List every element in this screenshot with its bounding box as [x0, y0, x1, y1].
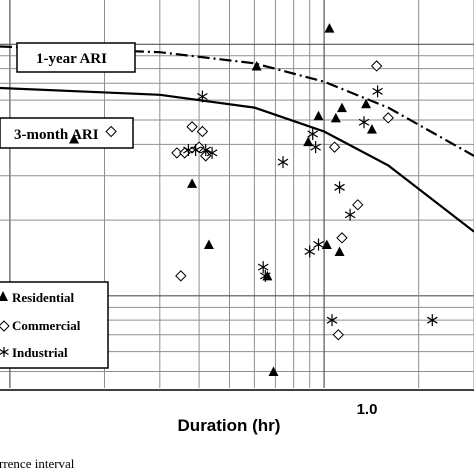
residential-point	[187, 178, 198, 188]
residential-point	[366, 124, 377, 134]
residential-point	[69, 134, 80, 144]
legend: Residential Commercial Industrial	[0, 281, 109, 369]
legend-label-residential: Residential	[12, 290, 75, 305]
residential-point	[303, 136, 314, 147]
curve-label-1yr: 1-year ARI	[36, 51, 107, 67]
industrial-point	[358, 116, 370, 129]
legend-label-industrial: Industrial	[12, 345, 68, 360]
legend-box	[0, 281, 109, 369]
caption: rrence interval	[0, 456, 75, 471]
industrial-point	[307, 127, 319, 140]
industrial-point	[200, 143, 212, 156]
commercial-point	[336, 232, 348, 244]
legend-asterisk-marker	[0, 347, 9, 357]
x-tick-label-1: 1.0	[357, 401, 378, 418]
residential-point	[336, 102, 347, 113]
industrial-point	[426, 314, 438, 327]
industrial-point	[257, 261, 269, 274]
commercial-point	[171, 147, 183, 159]
curve-label-3mo: 3-month ARI	[14, 127, 99, 143]
industrial-point	[326, 314, 338, 327]
residential-point	[203, 239, 214, 249]
residential-point	[268, 366, 279, 377]
commercial-point	[196, 125, 209, 138]
industrial-point	[313, 238, 324, 251]
marker-layer	[69, 23, 438, 377]
residential-point	[334, 246, 345, 257]
industrial-point	[372, 85, 383, 98]
curve-label-1yr-box	[16, 42, 136, 73]
legend-diamond-marker	[0, 320, 10, 332]
commercial-point	[186, 121, 198, 133]
plot-frame	[0, 389, 474, 391]
industrial-point	[344, 208, 356, 221]
commercial-point	[105, 125, 117, 138]
industrial-point	[206, 146, 218, 159]
industrial-point	[260, 269, 271, 282]
commercial-point	[175, 270, 187, 282]
curve-3month-ari	[0, 86, 474, 233]
legend-triangle-marker	[0, 291, 8, 301]
residential-point	[324, 23, 335, 33]
commercial-point	[370, 60, 383, 72]
commercial-point	[328, 141, 341, 153]
residential-point	[251, 60, 262, 71]
residential-point	[330, 112, 341, 123]
industrial-point	[310, 141, 321, 154]
commercial-point	[332, 329, 345, 341]
industrial-point	[304, 245, 316, 258]
industrial-point	[190, 143, 201, 156]
industrial-point	[334, 181, 345, 194]
industrial-point	[277, 156, 289, 169]
residential-point	[321, 239, 332, 249]
residential-point	[313, 110, 324, 121]
commercial-point	[382, 112, 394, 124]
commercial-point	[352, 199, 364, 211]
grid	[0, 0, 474, 388]
x-axis-label: Duration (hr)	[178, 416, 281, 435]
industrial-point	[197, 90, 208, 103]
residential-point	[361, 98, 372, 109]
legend-label-commercial: Commercial	[12, 318, 81, 333]
